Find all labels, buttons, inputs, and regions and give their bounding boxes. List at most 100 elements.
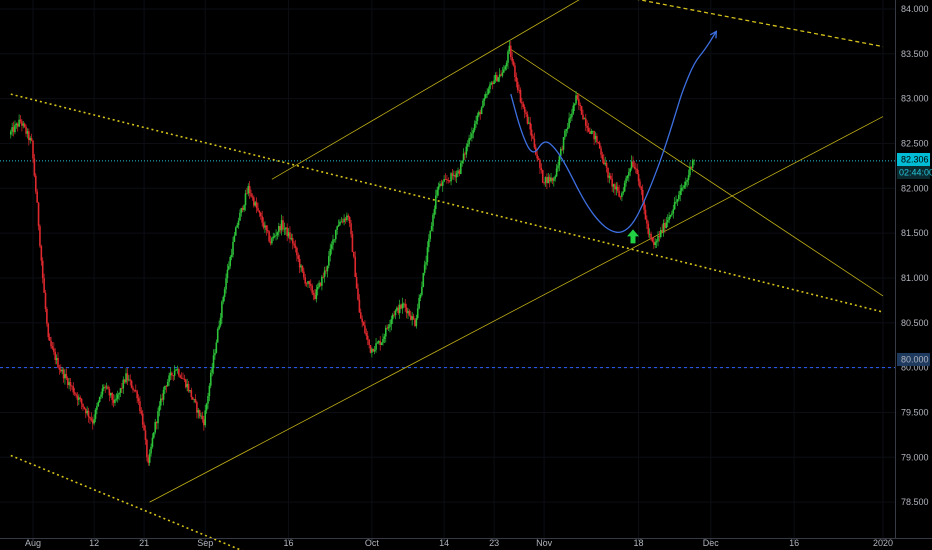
candle-body	[233, 235, 236, 242]
candle-body	[407, 310, 409, 314]
candle-body	[34, 175, 37, 192]
candle-body	[508, 45, 511, 52]
candle-body	[29, 138, 32, 141]
candle-body	[208, 385, 211, 397]
candle-body	[589, 131, 591, 134]
candle-body	[368, 339, 370, 346]
candle-body	[386, 327, 388, 329]
candle-body	[693, 160, 695, 161]
candle-body	[179, 375, 182, 378]
candle-body	[297, 255, 300, 259]
candle-body	[28, 131, 30, 141]
candle-body	[591, 130, 594, 132]
candle-body	[276, 232, 279, 236]
candle-body	[59, 369, 62, 372]
candle-body	[689, 166, 691, 176]
candle-body	[243, 205, 245, 211]
candle-body	[583, 118, 586, 120]
candle-body	[644, 209, 647, 220]
candle-body	[605, 163, 608, 168]
candle-body	[22, 123, 25, 126]
candle-body	[172, 375, 175, 377]
candle-body	[516, 81, 519, 90]
candle-body	[557, 165, 559, 169]
candle-body	[197, 410, 200, 413]
candle-body	[73, 392, 76, 394]
candle-body	[293, 243, 295, 246]
price-tick-label: 82.000	[901, 183, 929, 193]
candle-body	[198, 410, 201, 417]
candle-body	[532, 136, 534, 139]
trend-line[interactable]	[10, 454, 255, 550]
candle-body	[98, 396, 101, 403]
trend-line[interactable]	[510, 48, 884, 297]
candle-body	[608, 175, 611, 178]
candle-body	[526, 114, 529, 124]
candle-body	[651, 237, 654, 242]
trend-line[interactable]	[594, 0, 884, 48]
candle-body	[62, 369, 65, 379]
candle-body	[393, 314, 395, 316]
candle-body	[125, 373, 127, 383]
candle-body	[15, 123, 18, 126]
candle-body	[623, 183, 626, 192]
candle-body	[458, 170, 461, 174]
price-tick-label: 80.500	[901, 318, 929, 328]
candle-body	[146, 439, 148, 458]
candle-body	[659, 229, 662, 237]
candle-body	[450, 173, 452, 182]
time-axis[interactable]: Aug 12 21 Sep 16 Oct 14 23 Nov 18 Dec 16 2020	[25, 538, 893, 548]
candle-body	[273, 235, 276, 237]
candle-body	[229, 256, 232, 266]
candle-body	[409, 315, 412, 320]
candle-body	[219, 317, 222, 326]
candle-body	[668, 216, 670, 221]
candle-body	[655, 241, 658, 243]
price-axis[interactable]: 84.000 83.500 83.000 82.500 82.000 81.500 81.0…	[901, 4, 929, 507]
level-badge: 80.000	[901, 355, 929, 365]
candle-body	[364, 325, 366, 334]
candle-body	[629, 168, 632, 173]
candle-body	[543, 182, 545, 184]
candle-body	[346, 215, 348, 221]
trend-line[interactable]	[149, 116, 884, 503]
candle-body	[153, 432, 155, 438]
candle-body	[379, 341, 382, 345]
candle-body	[148, 453, 151, 463]
candle-body	[357, 288, 359, 300]
candle-body	[672, 209, 675, 214]
candle-body	[503, 69, 505, 73]
candle-body	[79, 397, 82, 399]
candle-body	[666, 220, 669, 223]
candle-body	[582, 114, 584, 120]
trend-lines[interactable]	[10, 0, 884, 550]
candle-body	[428, 238, 430, 248]
trend-line[interactable]	[271, 0, 594, 180]
candle-body	[491, 82, 494, 84]
candle-body	[75, 393, 77, 396]
candle-body	[679, 190, 682, 195]
candle-body	[554, 176, 557, 179]
projection-path[interactable]	[510, 30, 718, 233]
candle-body	[33, 158, 36, 176]
candle-body	[215, 342, 218, 353]
candle-body	[41, 260, 44, 279]
candle-body	[632, 161, 634, 167]
candle-body	[430, 226, 433, 231]
candle-body	[319, 282, 322, 286]
candle-body	[239, 212, 241, 221]
time-tick-label: 12	[89, 538, 99, 548]
candle-body	[358, 299, 361, 313]
time-tick-label: 14	[439, 538, 449, 548]
candle-body	[196, 402, 198, 413]
candle-body	[237, 220, 240, 226]
candle-body	[105, 386, 108, 388]
candle-body	[103, 386, 105, 389]
candle-body	[258, 210, 261, 213]
candle-body	[334, 229, 337, 240]
candle-body	[187, 383, 190, 392]
candle-body	[383, 336, 386, 340]
candle-body	[150, 446, 152, 454]
projection-curve[interactable]	[510, 31, 717, 233]
